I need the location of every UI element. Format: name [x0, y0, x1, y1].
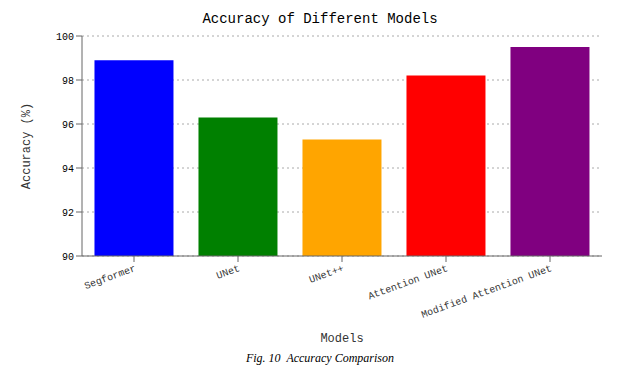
- html-text:Accuracy of Different Models: Accuracy of Different Models: [202, 11, 438, 27]
- svg-text:Attention UNet: Attention UNet: [367, 263, 450, 302]
- svg-text:Modified Attention UNet: Modified Attention UNet: [420, 263, 553, 321]
- svg-text:Segformer: Segformer: [83, 263, 138, 292]
- svg-text:92: 92: [62, 208, 74, 219]
- svg-text:100: 100: [56, 32, 74, 43]
- svg-text:UNet: UNet: [215, 263, 241, 282]
- svg-text:90: 90: [62, 252, 74, 263]
- svg-text:Models: Models: [320, 332, 363, 346]
- svg-text:UNet++: UNet++: [308, 263, 346, 286]
- svg-text:Accuracy (%): Accuracy (%): [20, 103, 34, 189]
- svg-text:96: 96: [62, 120, 74, 131]
- svg-text:94: 94: [62, 164, 74, 175]
- html-text:Fig. 10 Accuracy Comparison: Fig. 10 Accuracy Comparison: [245, 351, 394, 365]
- svg-text:98: 98: [62, 76, 74, 87]
